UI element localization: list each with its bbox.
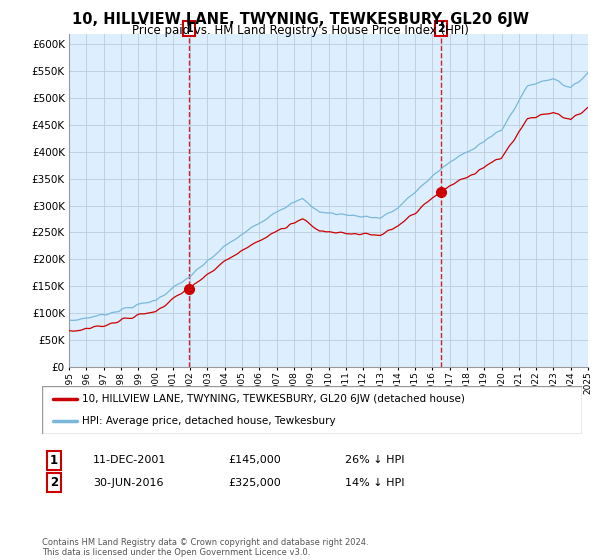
Text: Price paid vs. HM Land Registry's House Price Index (HPI): Price paid vs. HM Land Registry's House … [131,24,469,36]
Text: 10, HILLVIEW LANE, TWYNING, TEWKESBURY, GL20 6JW (detached house): 10, HILLVIEW LANE, TWYNING, TEWKESBURY, … [83,394,466,404]
Text: 10, HILLVIEW LANE, TWYNING, TEWKESBURY, GL20 6JW: 10, HILLVIEW LANE, TWYNING, TEWKESBURY, … [71,12,529,27]
Text: 30-JUN-2016: 30-JUN-2016 [93,478,163,488]
Text: 26% ↓ HPI: 26% ↓ HPI [345,455,404,465]
Text: 2: 2 [50,476,58,489]
Text: 2: 2 [437,24,445,34]
Text: Contains HM Land Registry data © Crown copyright and database right 2024.
This d: Contains HM Land Registry data © Crown c… [42,538,368,557]
Text: £325,000: £325,000 [228,478,281,488]
FancyBboxPatch shape [42,386,582,434]
Text: £145,000: £145,000 [228,455,281,465]
Text: HPI: Average price, detached house, Tewkesbury: HPI: Average price, detached house, Tewk… [83,416,336,426]
Text: 1: 1 [185,24,193,34]
Text: 11-DEC-2001: 11-DEC-2001 [93,455,166,465]
Text: 1: 1 [50,454,58,467]
Text: 14% ↓ HPI: 14% ↓ HPI [345,478,404,488]
